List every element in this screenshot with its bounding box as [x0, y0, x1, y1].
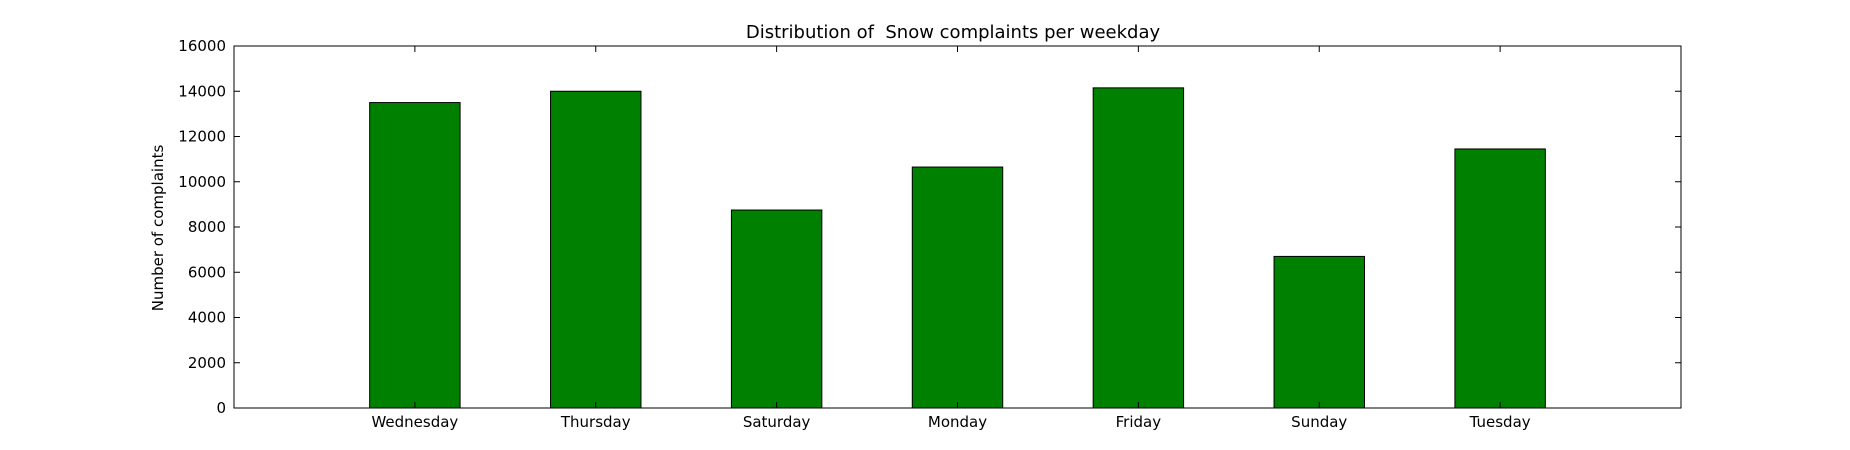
y-tick-label: 4000	[188, 309, 226, 327]
bar-friday	[1092, 87, 1185, 409]
plot-frame	[233, 45, 1682, 409]
y-tick-label: 12000	[178, 128, 226, 146]
bar-sunday	[1273, 255, 1365, 409]
y-tick-label: 6000	[188, 263, 226, 281]
y-tick-label: 2000	[188, 354, 226, 372]
y-tick-label: 8000	[188, 218, 226, 236]
y-tick-label: 10000	[178, 173, 226, 191]
bar-monday	[911, 166, 1004, 409]
x-tick-label: Tuesday	[1469, 413, 1531, 431]
y-axis-label: Number of complaints	[149, 145, 167, 312]
plot-area: 0 2000 4000 6000 8000 10000 12000 14000 16000 Wed…	[178, 37, 1682, 431]
bar-thursday	[550, 90, 642, 409]
x-tick-label: Friday	[1116, 413, 1162, 431]
x-tick-label: Monday	[928, 413, 987, 431]
chart-title: Distribution of Snow complaints per week…	[746, 22, 1161, 43]
x-tick-label: Saturday	[743, 413, 811, 431]
bar-wednesday	[369, 102, 461, 409]
x-tick-label: Sunday	[1291, 413, 1347, 431]
y-tick-label: 0	[216, 399, 226, 417]
bar-saturday	[730, 209, 823, 409]
x-tick-label: Thursday	[560, 413, 631, 431]
x-tick-label: Wednesday	[371, 413, 458, 431]
y-tick-label: 14000	[178, 82, 226, 100]
y-tick-label: 16000	[178, 37, 226, 55]
bar-tuesday	[1454, 148, 1546, 409]
